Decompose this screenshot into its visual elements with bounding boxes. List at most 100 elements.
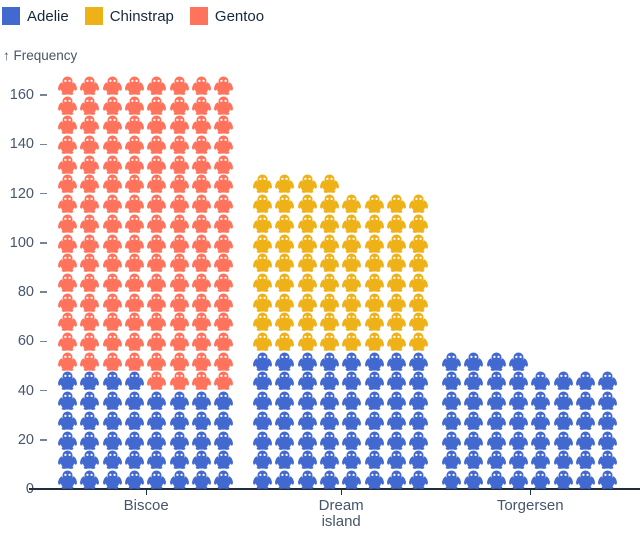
penguin-icon [297,214,317,233]
penguin-icon [386,391,406,410]
penguin-icon [147,312,167,332]
penguin-icon-slot [79,115,100,135]
penguin-icon [147,155,167,174]
penguin-icon [124,155,144,174]
penguin-icon [319,233,339,253]
penguin-icon [169,273,189,292]
penguin-icon-slot [191,411,212,430]
penguin-icon [102,96,122,115]
penguin-icon [80,115,100,135]
penguin-icon-slot [124,470,145,489]
y-tick-label: 60 [17,333,34,350]
penguin-icon [214,371,234,391]
penguin-icon-slot [597,430,618,450]
penguin-icon [102,174,122,194]
penguin-icon-slot [441,470,462,489]
penguin-icon-slot [124,391,145,410]
penguin-icon-slot [386,273,407,292]
penguin-icon [319,332,339,351]
penguin-icon-slot [274,293,295,312]
penguin-icon-slot [386,332,407,351]
penguin-icon [508,470,528,489]
penguin-icon [58,312,77,332]
penguin-icon [80,135,100,154]
penguin-icon-slot [146,155,167,174]
penguin-icon [442,450,461,470]
penguin-icon-slot [102,371,123,391]
x-tick-label-line: Biscoe [123,497,169,514]
penguin-icon [102,155,122,174]
penguin-icon-slot [486,411,507,430]
penguin-icon [58,470,77,489]
penguin-icon-slot [297,450,318,470]
penguin-icon-slot [364,371,385,391]
penguin-icon [275,470,295,489]
x-axis-tick [340,489,342,495]
penguin-icon [58,214,77,233]
x-tick-label-line: Dream [318,497,364,514]
penguin-icon [598,470,618,489]
penguin-icon-slot [508,391,529,410]
penguin-icon-slot [213,391,234,410]
penguin-icon [342,312,362,332]
penguin-icon [253,371,272,391]
penguin-icon-slot [124,214,145,233]
penguin-icon-slot [364,253,385,273]
penguin-icon-slot [146,371,167,391]
penguin-icon [575,411,595,430]
penguin-icon-slot [408,391,429,410]
penguin-icon-slot [274,430,295,450]
penguin-icon-slot [297,273,318,292]
penguin-icon-slot [486,450,507,470]
penguin-icon-slot [408,194,429,213]
penguin-icon [297,233,317,253]
penguin-icon-slot [191,293,212,312]
penguin-icon-slot [297,194,318,213]
penguin-icon [253,174,272,194]
penguin-icon-slot [530,430,551,450]
penguin-icon [58,233,77,253]
penguin-icon-slot [57,352,78,371]
penguin-icon [319,470,339,489]
penguin-icon [386,371,406,391]
penguin-icon [575,450,595,470]
penguin-icon [409,430,429,450]
penguin-icon [275,273,295,292]
penguin-icon-slot [102,76,123,95]
penguin-icon-slot [274,352,295,371]
penguin-icon [80,371,100,391]
penguin-icon-slot [408,450,429,470]
penguin-icon-slot [124,312,145,332]
penguin-icon [124,233,144,253]
penguin-icon [102,115,122,135]
penguin-icon-slot [441,430,462,450]
penguin-icon-slot [124,371,145,391]
penguin-icon [409,312,429,332]
y-tick-dash [40,340,47,342]
penguin-icon-slot [597,450,618,470]
penguin-icon-slot [79,76,100,95]
y-tick-label: 40 [17,382,34,399]
penguin-icon-slot [146,293,167,312]
penguin-icon-slot [319,450,340,470]
penguin-icon-slot [57,76,78,95]
penguin-icon-slot [364,430,385,450]
penguin-icon [364,214,384,233]
penguin-icon-slot [508,411,529,430]
penguin-icon-slot [575,450,596,470]
penguin-icon [191,450,211,470]
penguin-icon-slot [124,332,145,351]
penguin-icon-slot [274,391,295,410]
penguin-icon-slot [57,233,78,253]
penguin-icon-slot [297,470,318,489]
penguin-icon [508,430,528,450]
penguin-icon-slot [79,174,100,194]
penguin-icon [364,194,384,213]
penguin-icon-slot [79,352,100,371]
penguin-icon-slot [146,76,167,95]
penguin-icon [486,352,506,371]
penguin-icon-slot [386,391,407,410]
penguin-icon-slot [191,371,212,391]
penguin-icon-slot [597,411,618,430]
